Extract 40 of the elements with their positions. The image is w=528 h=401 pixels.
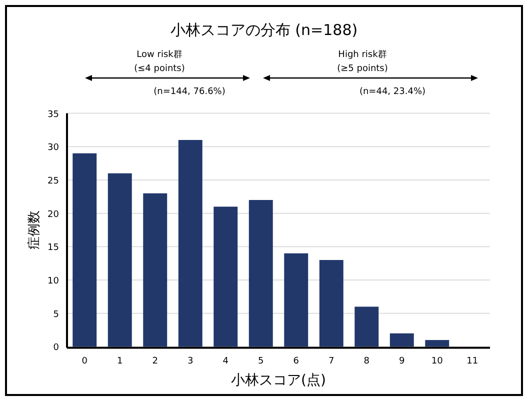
bar bbox=[214, 206, 238, 347]
x-tick-label: 5 bbox=[258, 356, 264, 367]
x-axis-title: 小林スコア(点) bbox=[231, 372, 326, 389]
x-tick-label: 11 bbox=[466, 356, 478, 367]
bar bbox=[108, 173, 132, 347]
y-tick-label: 10 bbox=[48, 276, 60, 287]
bar bbox=[354, 306, 379, 347]
bar bbox=[248, 200, 273, 347]
y-tick-label: 25 bbox=[48, 176, 59, 186]
y-tick-label: 20 bbox=[48, 210, 60, 220]
x-tick-label: 9 bbox=[399, 356, 406, 367]
x-tick-label: 4 bbox=[222, 356, 229, 367]
bar bbox=[425, 340, 450, 347]
text: Low risk群 bbox=[136, 49, 182, 60]
text: (≤4 points) bbox=[134, 64, 185, 74]
y-axis-title: 症例数 bbox=[27, 210, 42, 250]
bar bbox=[143, 193, 168, 347]
x-tick-label: 2 bbox=[152, 356, 158, 367]
y-tick-label: 5 bbox=[53, 310, 59, 320]
text: (n=44, 23.4%) bbox=[359, 87, 426, 97]
bar bbox=[178, 140, 202, 347]
text: High risk群 bbox=[338, 49, 387, 60]
text: (≥5 points) bbox=[337, 64, 388, 74]
x-tick-label: 3 bbox=[188, 356, 194, 367]
y-tick-label: 0 bbox=[53, 343, 60, 354]
y-tick-label: 15 bbox=[48, 243, 59, 254]
y-tick-label: 30 bbox=[48, 143, 60, 154]
bar bbox=[390, 333, 414, 347]
chart-title: 小林スコアの分布 (n=188) bbox=[170, 21, 358, 39]
bar bbox=[72, 153, 97, 347]
text: (n=144, 76.6%) bbox=[154, 87, 226, 97]
y-tick-label: 35 bbox=[48, 110, 59, 120]
x-tick-label: 6 bbox=[293, 356, 300, 367]
bar bbox=[284, 253, 308, 347]
x-tick-label: 10 bbox=[431, 356, 444, 367]
x-tick-label: 1 bbox=[117, 356, 123, 367]
bar bbox=[319, 260, 344, 347]
x-tick-label: 8 bbox=[364, 356, 370, 367]
x-tick-label: 7 bbox=[328, 356, 334, 367]
x-tick-label: 0 bbox=[82, 356, 88, 367]
